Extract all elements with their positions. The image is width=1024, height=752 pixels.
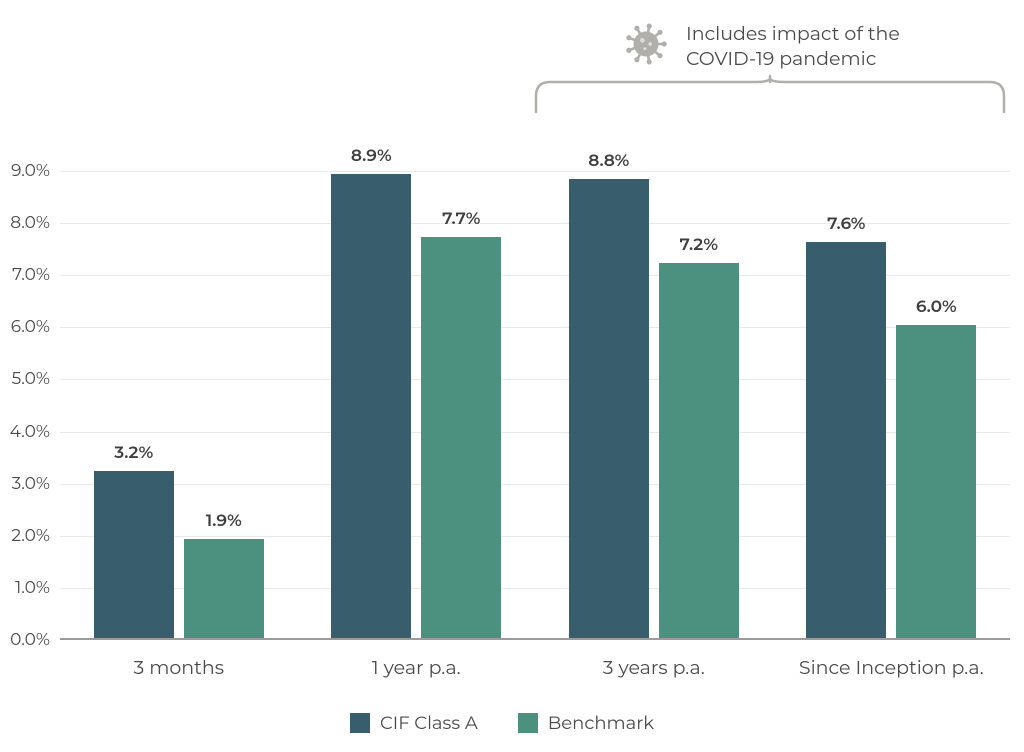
y-axis-tick-label: 5.0% [12,369,50,389]
y-axis-tick-label: 3.0% [12,474,50,494]
bar: 8.8% [569,179,649,638]
x-axis-tick-label: 3 years p.a. [603,656,705,679]
bar: 7.2% [659,263,739,638]
x-axis-tick-label: Since Inception p.a. [799,656,984,679]
bar-value-label: 7.6% [827,214,865,234]
bar: 7.6% [806,242,886,638]
bar-value-label: 8.8% [588,151,629,171]
bar-value-label: 7.2% [680,235,718,255]
bar: 3.2% [94,471,174,638]
bar-value-label: 3.2% [114,443,153,463]
y-axis-tick-label: 6.0% [11,317,50,337]
annotation-brace [534,78,1006,118]
gridline [60,223,1010,224]
bar: 6.0% [896,325,976,638]
virus-icon [620,18,672,75]
y-axis-tick-label: 8.0% [10,213,50,233]
annotation-line2: COVID-19 pandemic [686,47,900,72]
performance-bar-chart: Includes impact of the COVID-19 pandemic… [0,0,1024,752]
x-axis-tick-label: 3 months [134,656,224,679]
annotation-line1: Includes impact of the [686,22,900,47]
legend-item: CIF Class A [350,712,478,734]
bar-value-label: 8.9% [351,146,392,166]
y-axis-tick-label: 2.0% [11,526,50,546]
y-axis-tick-label: 4.0% [10,422,50,442]
bar: 8.9% [331,174,411,638]
y-axis-tick-label: 9.0% [11,161,50,181]
legend: CIF Class A Benchmark [350,712,654,734]
bar-value-label: 7.7% [442,209,480,229]
bar: 7.7% [421,237,501,638]
bar-value-label: 1.9% [206,511,242,531]
legend-swatch [350,713,370,733]
legend-label: CIF Class A [380,712,478,734]
bar: 1.9% [184,539,264,638]
y-axis-tick-label: 0.0% [10,630,50,650]
legend-label: Benchmark [548,712,654,734]
bar-value-label: 6.0% [916,297,957,317]
plot-area: 0.0%1.0%2.0%3.0%4.0%5.0%6.0%7.0%8.0%9.0%… [60,145,1010,640]
gridline [60,171,1010,172]
y-axis-tick-label: 1.0% [15,578,50,598]
x-axis-tick-label: 1 year p.a. [372,656,461,679]
legend-swatch [518,713,538,733]
covid-annotation-text: Includes impact of the COVID-19 pandemic [686,22,900,71]
covid-annotation: Includes impact of the COVID-19 pandemic [620,18,900,75]
legend-item: Benchmark [518,712,654,734]
y-axis-tick-label: 7.0% [12,265,50,285]
